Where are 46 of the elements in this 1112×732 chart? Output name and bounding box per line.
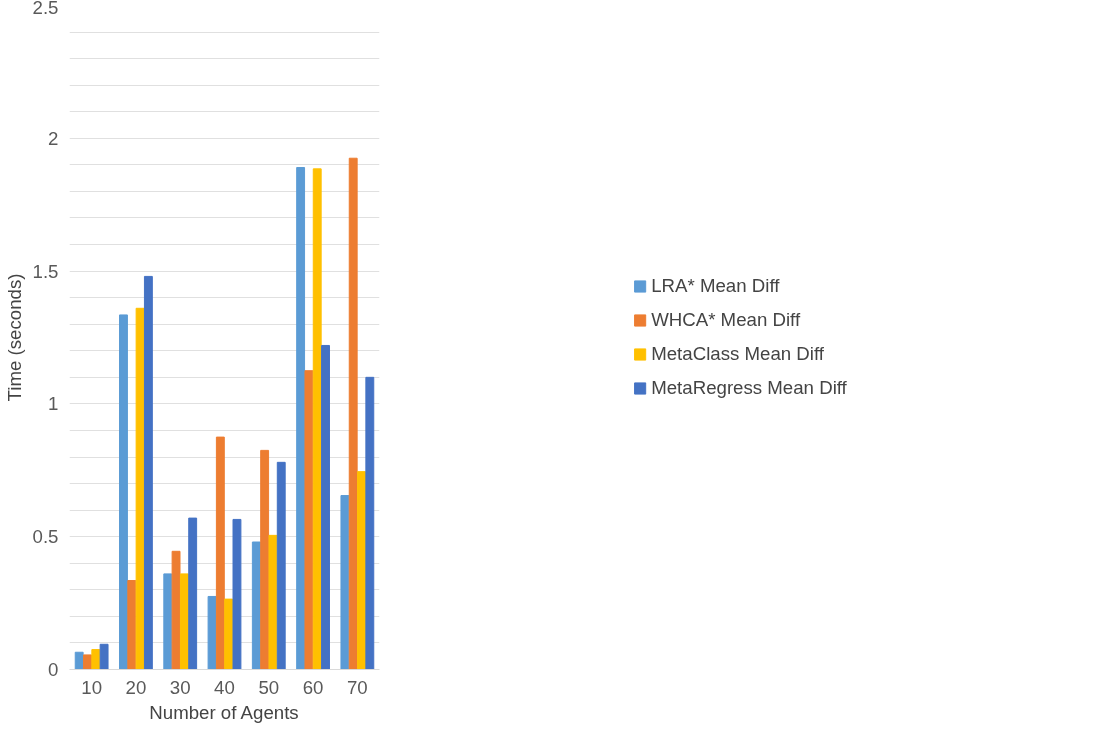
bar	[268, 534, 278, 670]
bar	[232, 518, 242, 670]
bar	[83, 654, 92, 670]
bar	[357, 471, 366, 670]
x-axis-title: Number of Agents	[149, 701, 299, 723]
bar	[91, 649, 101, 670]
legend-label: MetaClass Mean Diff	[651, 343, 824, 365]
bar	[99, 643, 109, 670]
bar	[143, 275, 153, 670]
y-tick-label: 1	[48, 393, 59, 415]
bar	[179, 573, 189, 670]
bar	[296, 167, 306, 670]
x-tick-label: 10	[81, 676, 103, 698]
legend-label: MetaRegress Mean Diff	[651, 377, 847, 399]
bar	[163, 573, 173, 670]
x-tick-label: 60	[302, 676, 324, 698]
x-tick-label: 50	[258, 676, 280, 698]
bar	[215, 436, 225, 670]
x-tick-label: 20	[125, 676, 147, 698]
bar	[348, 157, 358, 670]
y-tick-label: 0.5	[32, 526, 59, 548]
x-tick-label: 40	[214, 676, 235, 698]
bar	[304, 370, 314, 670]
y-tick-label: 1.5	[32, 260, 59, 282]
bar	[260, 449, 270, 670]
bar	[276, 461, 286, 670]
bar	[188, 517, 198, 670]
y-tick-label: 2.5	[32, 0, 59, 18]
y-tick-label: 2	[48, 127, 59, 149]
bar	[312, 168, 322, 670]
x-tick-label: 70	[346, 676, 368, 698]
bar	[224, 598, 234, 670]
bar	[127, 580, 137, 670]
bar	[340, 495, 350, 670]
bar	[321, 344, 330, 670]
legend-label: WHCA* Mean Diff	[651, 309, 801, 331]
bar	[119, 314, 128, 670]
legend-label: LRA* Mean Diff	[651, 275, 780, 297]
bar	[135, 307, 145, 670]
bar	[251, 541, 261, 670]
x-tick-label: 30	[169, 676, 191, 698]
bar	[207, 595, 217, 670]
bar	[171, 550, 181, 670]
bar	[365, 376, 375, 670]
y-tick-label: 0	[48, 659, 59, 680]
y-axis-title: Time (seconds)	[3, 273, 25, 402]
